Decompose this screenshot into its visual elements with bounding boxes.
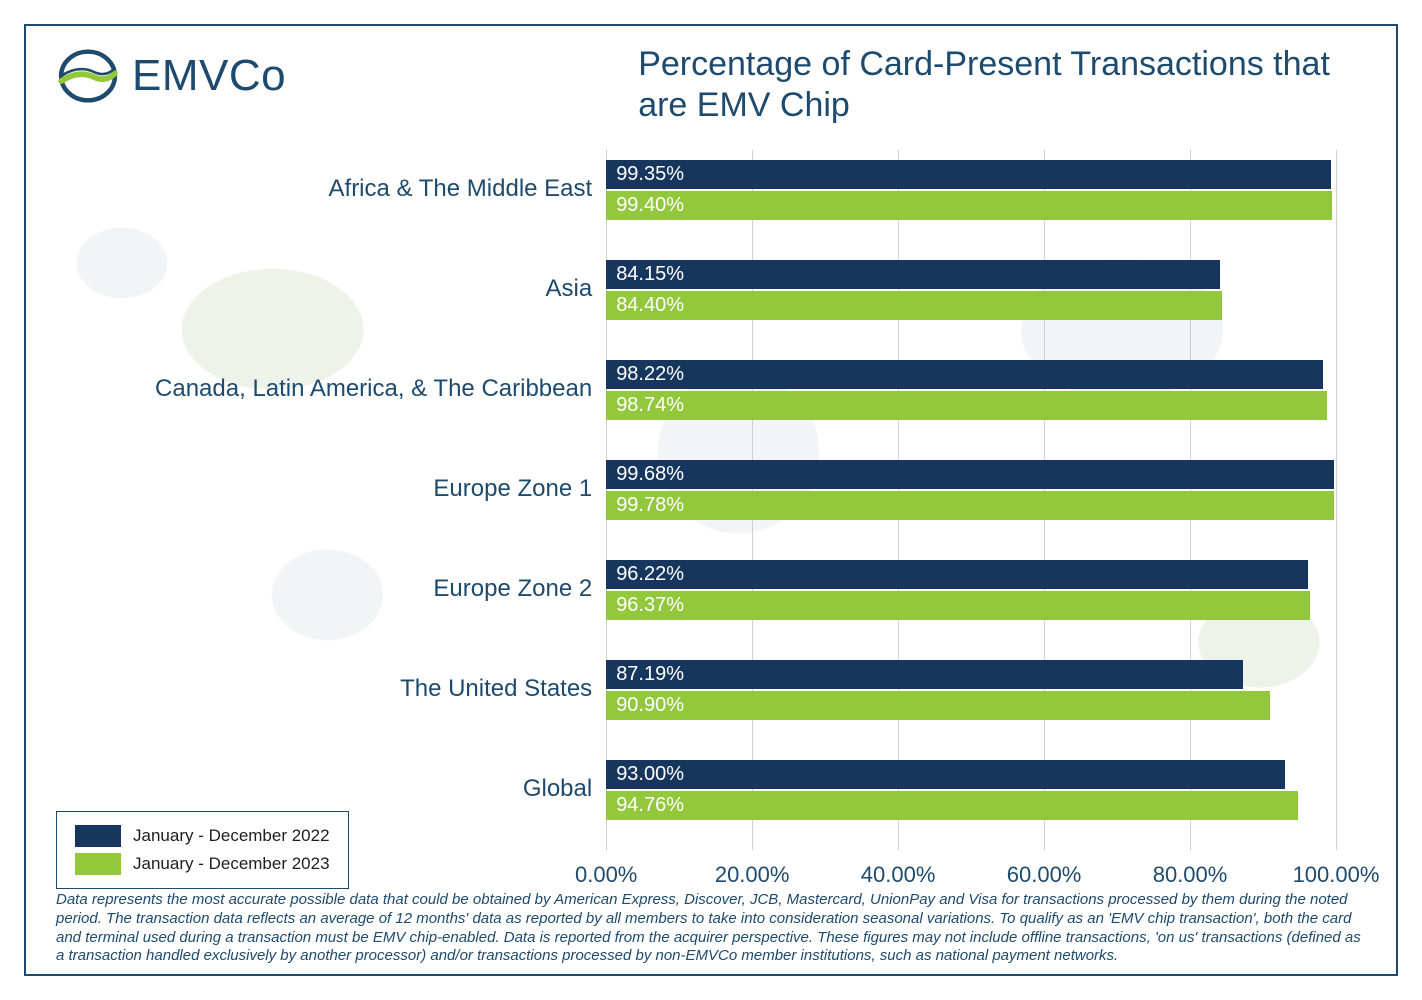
category-label: Europe Zone 2 — [56, 558, 606, 622]
legend-item-2022: January - December 2022 — [75, 822, 330, 850]
bar-group: 84.15% 84.40% — [606, 258, 1336, 322]
bar: 94.76% — [606, 791, 1298, 820]
bar-value-label: 99.40% — [616, 194, 684, 217]
bar: 96.22% — [606, 560, 1308, 589]
x-axis-tick-label: 20.00% — [715, 862, 790, 888]
bar-group: 87.19% 90.90% — [606, 658, 1336, 722]
chart-title: Percentage of Card-Present Transactions … — [638, 44, 1366, 126]
gridline — [1336, 150, 1337, 850]
category-label: The United States — [56, 658, 606, 722]
bar-group: 99.68% 99.78% — [606, 458, 1336, 522]
bar-group: 98.22% 98.74% — [606, 358, 1336, 422]
bar: 84.15% — [606, 260, 1220, 289]
bar-value-label: 99.68% — [616, 463, 684, 486]
legend-item-2023: January - December 2023 — [75, 850, 330, 878]
bar-value-label: 94.76% — [616, 794, 684, 817]
legend-swatch-2023 — [75, 853, 121, 875]
bar-value-label: 90.90% — [616, 694, 684, 717]
bar-value-label: 84.15% — [616, 263, 684, 286]
bar-group: 93.00% 94.76% — [606, 758, 1336, 822]
bar-value-label: 98.22% — [616, 363, 684, 386]
bar-group: 99.35% 99.40% — [606, 158, 1336, 222]
footnote-text: Data represents the most accurate possib… — [56, 891, 1366, 966]
category-labels-column: Africa & The Middle East Asia Canada, Lati… — [56, 150, 606, 854]
logo-text: EMVCo — [132, 51, 286, 101]
bar: 90.90% — [606, 691, 1269, 720]
logo: EMVCo — [56, 44, 606, 108]
chart-frame: EMVCo Percentage of Card-Present Transac… — [24, 24, 1398, 976]
x-axis-tick-label: 40.00% — [861, 862, 936, 888]
bar-value-label: 99.78% — [616, 494, 684, 517]
bar-value-label: 84.40% — [616, 294, 684, 317]
content-layer: EMVCo Percentage of Card-Present Transac… — [26, 26, 1396, 974]
bar: 96.37% — [606, 591, 1309, 620]
category-label: Africa & The Middle East — [56, 158, 606, 222]
x-axis-tick-label: 60.00% — [1007, 862, 1082, 888]
bar: 99.35% — [606, 160, 1331, 189]
plot-region: 99.35% 99.40% 84.15% 84.40% 98.22% 98.74% 99.6… — [606, 150, 1336, 850]
bar-value-label: 93.00% — [616, 763, 684, 786]
legend-label-2023: January - December 2023 — [133, 854, 330, 874]
category-label: Europe Zone 1 — [56, 458, 606, 522]
bar-group: 96.22% 96.37% — [606, 558, 1336, 622]
legend-label-2022: January - December 2022 — [133, 826, 330, 846]
bar-value-label: 96.37% — [616, 594, 684, 617]
bar: 84.40% — [606, 291, 1222, 320]
bar: 87.19% — [606, 660, 1242, 689]
category-label: Canada, Latin America, & The Caribbean — [56, 358, 606, 422]
bar: 98.22% — [606, 360, 1323, 389]
legend-swatch-2022 — [75, 825, 121, 847]
bar-value-label: 87.19% — [616, 663, 684, 686]
bar-value-label: 99.35% — [616, 163, 684, 186]
page-root: EMVCo Percentage of Card-Present Transac… — [0, 0, 1422, 1000]
header: EMVCo Percentage of Card-Present Transac… — [26, 26, 1396, 134]
category-label: Asia — [56, 258, 606, 322]
chart-area: Africa & The Middle East Asia Canada, Lati… — [26, 134, 1396, 854]
logo-mark-icon — [56, 44, 120, 108]
bar: 99.68% — [606, 460, 1333, 489]
x-axis-tick-label: 80.00% — [1153, 862, 1228, 888]
bar-value-label: 96.22% — [616, 563, 684, 586]
bar-value-label: 98.74% — [616, 394, 684, 417]
bar: 93.00% — [606, 760, 1285, 789]
x-axis-tick-label: 100.00% — [1293, 862, 1380, 888]
bars-column: 99.35% 99.40% 84.15% 84.40% 98.22% 98.74% 99.6… — [606, 150, 1366, 854]
x-axis-tick-label: 0.00% — [575, 862, 637, 888]
bar: 99.40% — [606, 191, 1331, 220]
bar: 99.78% — [606, 491, 1334, 520]
legend: January - December 2022 January - Decemb… — [56, 811, 349, 889]
bar: 98.74% — [606, 391, 1327, 420]
